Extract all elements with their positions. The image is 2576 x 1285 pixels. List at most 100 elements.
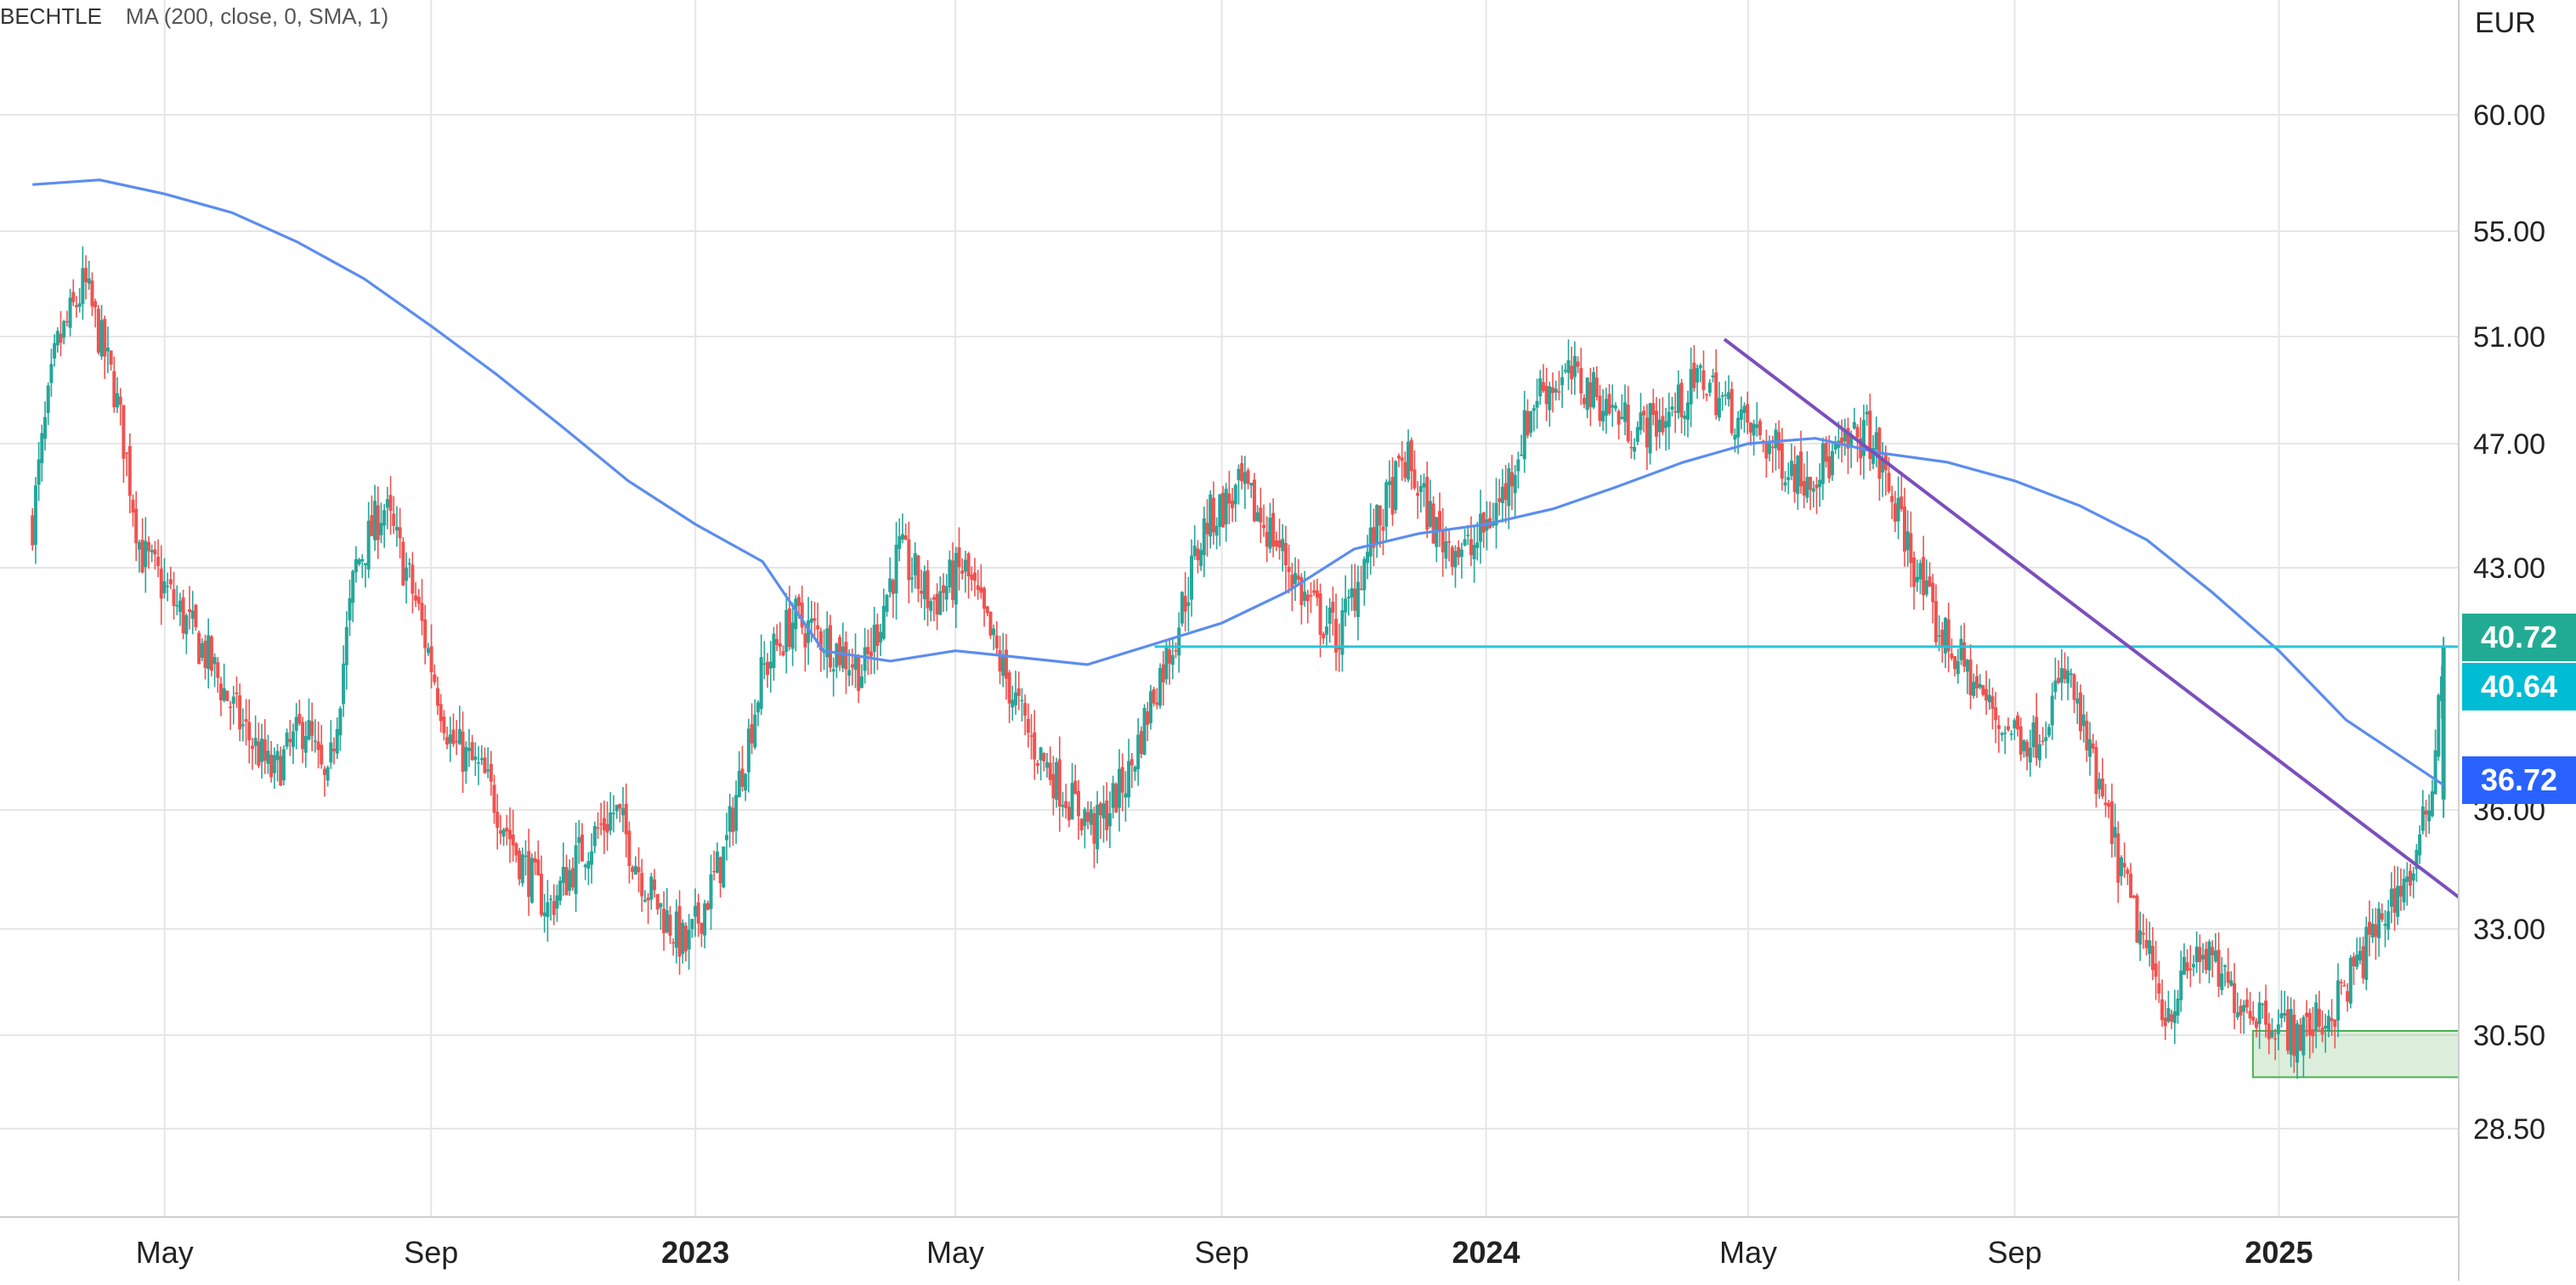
candle-up <box>524 855 528 858</box>
candle-down <box>838 637 842 665</box>
candle-up <box>405 567 409 581</box>
price-labels: 40.72 40.64 36.72 <box>2462 614 2576 804</box>
candle-down <box>1526 410 1530 436</box>
candle-up <box>1045 761 1050 768</box>
candle-down <box>1588 382 1593 408</box>
candle-down <box>1390 477 1395 515</box>
price-axis[interactable]: 28.5030.5033.0036.0043.0047.0051.0055.00… <box>2473 99 2545 1146</box>
candle-down <box>122 405 126 459</box>
candle-down <box>1437 511 1441 531</box>
candle-up <box>2069 673 2073 676</box>
price-label-box <box>2462 756 2576 804</box>
candle-down <box>439 704 443 722</box>
candle-down <box>816 625 820 630</box>
candle-up <box>2418 834 2422 856</box>
candle-up <box>913 552 917 575</box>
candle-down <box>2107 802 2111 807</box>
zone-layer <box>2251 1030 2460 1078</box>
candle-down <box>197 632 201 665</box>
candle-down <box>103 319 107 357</box>
candle-up <box>1786 477 1791 481</box>
candle-up <box>2295 1023 2299 1063</box>
candle-down <box>31 515 35 546</box>
candle-up <box>1142 708 1146 755</box>
candle-down <box>1318 593 1322 635</box>
candle-down <box>982 588 987 609</box>
candle-up <box>725 835 729 841</box>
candle-down <box>1629 446 1633 449</box>
candle-down <box>2342 985 2347 987</box>
candle-up <box>2179 971 2183 1000</box>
candle-up <box>1255 512 1260 522</box>
candle-up <box>1356 581 1360 618</box>
candle-down <box>1730 388 1734 433</box>
candle-up <box>841 646 845 669</box>
candle-up <box>62 320 66 338</box>
candle-down <box>2361 946 2365 979</box>
candle-down <box>1840 437 1844 444</box>
candle-up <box>2348 958 2352 1004</box>
candle-down <box>570 868 575 888</box>
candle-up <box>1905 531 1910 551</box>
candle-down <box>194 604 198 627</box>
candle-down <box>1912 558 1916 587</box>
candle-down <box>2091 743 2095 749</box>
candle-down <box>2330 1018 2334 1022</box>
candle-up <box>1340 609 1345 655</box>
candle-down <box>134 508 139 544</box>
candle-down <box>1271 512 1276 547</box>
candle-up <box>1118 768 1122 808</box>
candle-up <box>200 642 204 658</box>
candle-up <box>621 807 626 816</box>
candle-up <box>2229 980 2233 986</box>
candle-down <box>1616 410 1621 425</box>
candle-up <box>1789 461 1793 477</box>
candle-up <box>1190 555 1194 600</box>
candle-down <box>322 768 326 775</box>
candle-up <box>313 740 317 743</box>
candle-down <box>655 894 660 910</box>
candle-up <box>555 895 559 909</box>
candle-down <box>250 745 254 750</box>
candle-down <box>2094 746 2098 795</box>
candle-up <box>2182 957 2186 975</box>
price-label: 40.72 <box>2481 620 2557 654</box>
candle-up <box>1720 395 1724 397</box>
candle-up <box>1192 546 1197 557</box>
candle-down <box>1447 541 1452 543</box>
candle-up <box>1538 378 1543 397</box>
candle-up <box>954 552 958 605</box>
candle-up <box>1670 406 1674 410</box>
candle-down <box>536 859 541 875</box>
candle-down <box>740 768 744 787</box>
candle-up <box>1689 369 1693 405</box>
candle-down <box>125 452 129 455</box>
candle-up <box>1020 699 1024 702</box>
candle-up <box>529 858 534 903</box>
candle-up <box>81 268 85 304</box>
candle-down <box>2170 1014 2174 1022</box>
candle-down <box>976 585 980 591</box>
candle-down <box>637 867 641 873</box>
candle-up <box>1987 694 1991 703</box>
price-tick-label: 51.00 <box>2473 321 2545 354</box>
time-axis[interactable]: May Sep 2023 May Sep 2024 May Sep 2025 <box>136 1235 2313 1270</box>
candle-up <box>212 657 217 665</box>
candle-down <box>181 597 185 634</box>
candle-up <box>1805 477 1809 498</box>
candle-down <box>994 635 999 648</box>
candle-down <box>1139 731 1143 755</box>
candle-down <box>1283 542 1288 566</box>
candle-up <box>178 600 182 613</box>
study-label[interactable]: MA (200, close, 0, SMA, 1) <box>125 3 389 29</box>
candle-down <box>1174 650 1178 652</box>
candle-up <box>1965 659 1969 672</box>
candle-up <box>266 750 270 764</box>
candle-down <box>188 609 192 613</box>
candle-down <box>812 618 817 621</box>
symbol-label[interactable]: BECHTLE <box>0 3 102 29</box>
candle-up <box>1375 505 1379 543</box>
candle-up <box>643 899 647 902</box>
